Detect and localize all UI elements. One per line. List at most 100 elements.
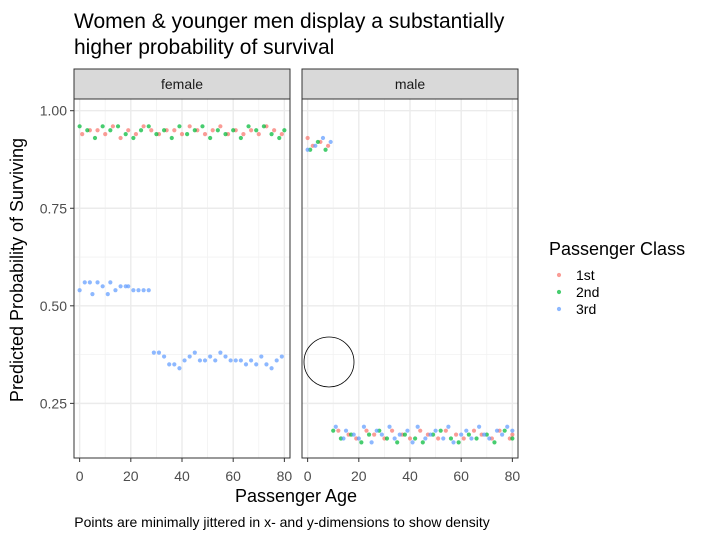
- data-point: [200, 124, 205, 129]
- data-point: [259, 354, 264, 359]
- data-point: [192, 350, 197, 355]
- data-point: [451, 440, 456, 445]
- data-point: [133, 132, 139, 137]
- data-point: [126, 128, 131, 133]
- data-point: [113, 288, 118, 293]
- data-point: [315, 139, 320, 145]
- data-point: [379, 432, 384, 437]
- data-point: [407, 436, 413, 441]
- facet-label-male: male: [395, 76, 426, 92]
- x-tick-label: 20: [123, 468, 139, 484]
- data-point: [202, 132, 208, 137]
- series-2nd: [77, 124, 287, 141]
- legend-key: [556, 272, 562, 278]
- y-axis-label: Predicted Probability of Surviving: [7, 138, 27, 402]
- data-point: [169, 135, 174, 141]
- data-point: [441, 436, 446, 441]
- data-point: [167, 362, 172, 367]
- facet-panels: female 0 20 40 60 80 0.25 0.50 0.75 1.00 male 0 20 40…: [40, 68, 521, 484]
- data-point: [154, 132, 159, 137]
- data-point: [238, 358, 243, 363]
- x-tick-label: 60: [225, 468, 241, 484]
- data-point: [466, 432, 471, 437]
- data-point: [141, 124, 146, 129]
- data-point: [85, 128, 90, 133]
- data-point: [100, 124, 105, 129]
- data-point: [233, 358, 238, 363]
- legend-label: 1st: [576, 267, 595, 283]
- data-point: [282, 128, 287, 133]
- legend-label: 2nd: [576, 284, 599, 300]
- data-point: [254, 362, 259, 367]
- data-point: [372, 432, 377, 437]
- data-point: [131, 288, 136, 293]
- x-axis-label: Passenger Age: [235, 486, 357, 506]
- x-tick-label: 80: [505, 468, 521, 484]
- data-point: [313, 143, 318, 148]
- data-point: [100, 284, 105, 289]
- data-point: [118, 135, 123, 141]
- x-tick-label: 60: [453, 468, 469, 484]
- data-point: [146, 124, 151, 129]
- data-point: [305, 147, 310, 152]
- data-point: [182, 358, 187, 363]
- data-point: [213, 358, 218, 363]
- data-point: [177, 366, 182, 371]
- data-point: [261, 124, 266, 129]
- legend-label: 3rd: [576, 301, 596, 317]
- data-point: [405, 428, 410, 433]
- data-point: [436, 436, 441, 441]
- series-1st: [305, 135, 515, 441]
- data-point: [243, 362, 249, 367]
- data-point: [108, 128, 113, 133]
- data-point: [269, 366, 274, 371]
- series-3rd: [305, 135, 515, 445]
- data-point: [248, 358, 254, 363]
- series-1st: [80, 124, 284, 141]
- data-point: [223, 354, 228, 359]
- data-point: [461, 436, 466, 441]
- data-point: [320, 135, 326, 141]
- data-point: [446, 424, 451, 429]
- chart-caption: Points are minimally jittered in x- and …: [74, 514, 490, 530]
- data-point: [389, 428, 395, 433]
- data-point: [423, 436, 428, 441]
- data-point: [510, 428, 515, 433]
- data-point: [510, 436, 515, 441]
- data-point: [177, 124, 182, 129]
- data-point: [179, 132, 185, 137]
- x-tick-label: 20: [351, 468, 367, 484]
- panel-female: female 0 20 40 60 80 0.25 0.50 0.75 1.00: [40, 68, 293, 484]
- data-point: [336, 428, 341, 433]
- facet-label-female: female: [161, 76, 203, 92]
- data-point: [161, 354, 167, 359]
- data-point: [415, 424, 420, 429]
- data-point: [197, 358, 203, 363]
- data-point: [87, 280, 92, 285]
- data-point: [428, 432, 433, 437]
- data-point: [80, 132, 85, 137]
- y-tick-label: 0.25: [40, 395, 67, 411]
- data-point: [356, 436, 361, 441]
- x-tick-label: 0: [304, 468, 312, 484]
- data-point: [392, 436, 397, 441]
- data-point: [218, 350, 223, 355]
- data-point: [208, 135, 213, 141]
- x-tick-label: 40: [174, 468, 190, 484]
- data-point: [256, 132, 261, 137]
- data-point: [474, 436, 479, 441]
- legend-title: Passenger Class: [549, 239, 685, 259]
- y-tick-label: 0.75: [40, 200, 67, 216]
- data-point: [351, 432, 356, 437]
- data-point: [248, 128, 254, 133]
- data-point: [241, 132, 246, 137]
- x-tick-label: 80: [277, 468, 293, 484]
- data-point: [103, 132, 108, 137]
- data-point: [192, 128, 197, 133]
- data-point: [471, 428, 477, 433]
- data-point: [272, 128, 277, 133]
- data-point: [410, 440, 415, 445]
- data-point: [146, 288, 151, 293]
- data-point: [323, 147, 328, 152]
